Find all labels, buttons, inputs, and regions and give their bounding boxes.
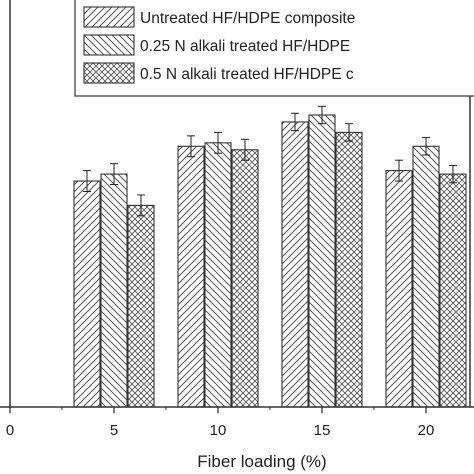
bar <box>231 149 259 408</box>
x-tick-label: 5 <box>110 422 118 439</box>
bar <box>308 114 336 408</box>
bar <box>335 131 363 408</box>
bar <box>100 173 128 408</box>
bar <box>281 121 309 408</box>
legend: Untreated HF/HDPE composite 0.25 N alkali… <box>74 0 474 97</box>
legend-swatch <box>83 34 135 56</box>
bar <box>177 145 205 408</box>
bar <box>439 173 467 408</box>
bar <box>385 170 413 408</box>
legend-swatch <box>83 6 135 28</box>
x-tick-label: 15 <box>314 422 331 439</box>
x-tick-label: 0 <box>6 422 14 439</box>
bar <box>412 145 440 408</box>
bar <box>127 204 155 408</box>
x-axis-label: Fiber loading (%) <box>197 452 326 471</box>
x-ticks-layer: 0 5 10 15 20 <box>6 407 435 439</box>
x-tick-label: 20 <box>418 422 435 439</box>
bars-layer <box>73 114 467 408</box>
bar <box>204 142 232 408</box>
bar <box>73 180 101 408</box>
legend-label: 0.5 N alkali treated HF/HDPE c <box>140 66 354 83</box>
x-tick-label: 10 <box>210 422 227 439</box>
error-bars-layer <box>83 105 457 217</box>
legend-box <box>74 0 474 97</box>
legend-label: 0.25 N alkali treated HF/HDPE <box>140 38 350 55</box>
legend-swatch <box>83 62 135 84</box>
legend-label: Untreated HF/HDPE composite <box>140 10 355 27</box>
